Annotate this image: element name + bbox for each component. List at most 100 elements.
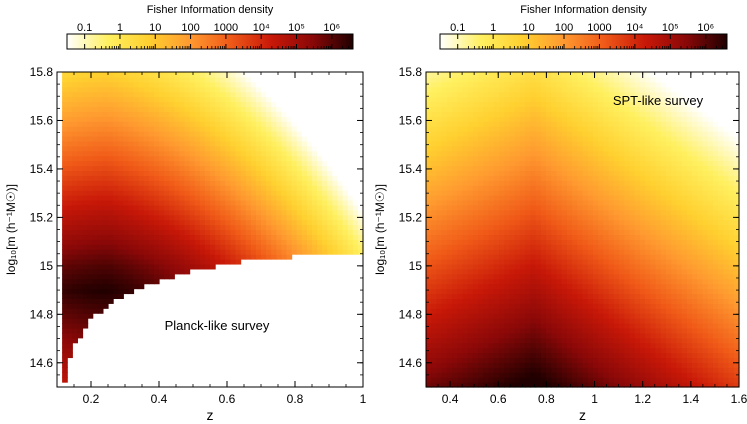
heatmap-cell bbox=[472, 323, 479, 329]
heatmap-cell bbox=[97, 268, 104, 275]
heatmap-cell bbox=[245, 234, 252, 240]
heatmap-cell bbox=[352, 160, 359, 167]
heatmap-cell bbox=[271, 121, 277, 127]
heatmap-cell bbox=[545, 81, 552, 88]
heatmap-cell bbox=[62, 170, 68, 176]
heatmap-cell bbox=[598, 219, 604, 226]
heatmap-cell bbox=[189, 140, 196, 147]
heatmap-cell bbox=[312, 145, 318, 152]
heatmap-cell bbox=[598, 263, 604, 270]
heatmap-cell bbox=[530, 347, 537, 354]
heatmap-cell bbox=[551, 214, 558, 221]
heatmap-cell bbox=[133, 185, 140, 191]
heatmap-cell bbox=[499, 111, 505, 117]
heatmap-cell bbox=[317, 131, 323, 137]
heatmap-cell bbox=[148, 244, 155, 250]
heatmap-cell bbox=[452, 332, 458, 339]
heatmap-cell bbox=[301, 209, 308, 216]
heatmap-cell bbox=[143, 214, 150, 221]
heatmap-cell bbox=[317, 199, 323, 206]
heatmap-cell bbox=[97, 135, 104, 142]
heatmap-cell bbox=[587, 91, 594, 98]
heatmap-cell bbox=[281, 170, 288, 176]
heatmap-cell bbox=[118, 106, 124, 112]
heatmap-cell bbox=[77, 263, 84, 270]
heatmap-cell bbox=[255, 254, 262, 260]
heatmap-cell bbox=[317, 86, 323, 93]
heatmap-cell bbox=[92, 190, 99, 196]
heatmap-cell bbox=[159, 209, 165, 216]
heatmap-cell bbox=[452, 357, 458, 363]
heatmap-cell bbox=[514, 239, 521, 245]
heatmap-cell bbox=[337, 214, 344, 221]
heatmap-cell bbox=[467, 313, 474, 319]
heatmap-cell bbox=[164, 185, 170, 191]
heatmap-cell bbox=[426, 298, 432, 304]
heatmap-cell bbox=[540, 214, 547, 221]
heatmap-cell bbox=[77, 160, 84, 167]
heatmap-cell bbox=[509, 81, 516, 88]
heatmap-cell bbox=[261, 190, 267, 196]
heatmap-cell bbox=[72, 214, 78, 221]
heatmap-cell bbox=[245, 175, 252, 181]
heatmap-cell bbox=[483, 140, 490, 147]
heatmap-cell bbox=[87, 76, 94, 83]
heatmap-cell bbox=[519, 185, 526, 191]
heatmap-cell bbox=[87, 111, 94, 117]
heatmap-cell bbox=[561, 209, 568, 216]
heatmap-cell bbox=[128, 150, 135, 157]
heatmap-cell bbox=[286, 185, 293, 191]
heatmap-cell bbox=[535, 72, 542, 78]
heatmap-cell bbox=[143, 86, 150, 93]
heatmap-cell bbox=[535, 195, 542, 201]
heatmap-cell bbox=[519, 195, 526, 201]
heatmap-cell bbox=[603, 347, 610, 354]
heatmap-cell bbox=[446, 180, 453, 186]
heatmap-cell bbox=[102, 293, 109, 299]
heatmap-cell bbox=[540, 293, 547, 299]
heatmap-cell bbox=[164, 209, 170, 216]
heatmap-cell bbox=[514, 214, 521, 221]
heatmap-cell bbox=[587, 377, 594, 383]
heatmap-cell bbox=[164, 111, 170, 117]
heatmap-cell bbox=[138, 135, 145, 142]
heatmap-cell bbox=[332, 199, 339, 206]
heatmap-cell bbox=[286, 190, 293, 196]
heatmap-cell bbox=[540, 234, 547, 240]
heatmap-cell bbox=[577, 303, 584, 309]
heatmap-cell bbox=[210, 86, 216, 93]
heatmap-cell bbox=[199, 131, 206, 137]
heatmap-cell bbox=[357, 72, 364, 78]
heatmap-cell bbox=[342, 116, 349, 122]
heatmap-cell bbox=[551, 145, 558, 152]
heatmap-cell bbox=[327, 126, 333, 132]
heatmap-cell bbox=[525, 96, 531, 103]
heatmap-cell bbox=[431, 145, 438, 152]
heatmap-cell bbox=[225, 190, 231, 196]
heatmap-cell bbox=[113, 150, 119, 157]
heatmap-cell bbox=[189, 180, 196, 186]
heatmap-cell bbox=[271, 81, 277, 88]
heatmap-cell bbox=[153, 244, 160, 250]
heatmap-cell bbox=[582, 96, 589, 103]
heatmap-cell bbox=[138, 190, 145, 196]
heatmap-cell bbox=[566, 195, 573, 201]
heatmap-cell bbox=[577, 229, 584, 236]
heatmap-cell bbox=[587, 190, 594, 196]
heatmap-cell bbox=[572, 239, 578, 245]
heatmap-cell bbox=[271, 234, 277, 240]
heatmap-cell bbox=[92, 199, 99, 206]
heatmap-cell bbox=[220, 229, 226, 236]
heatmap-cell bbox=[499, 135, 505, 142]
heatmap-cell bbox=[301, 145, 308, 152]
heatmap-cell bbox=[62, 76, 68, 83]
heatmap-cell bbox=[472, 170, 479, 176]
heatmap-cell bbox=[551, 357, 558, 363]
heatmap-cell bbox=[225, 96, 231, 103]
heatmap-cell bbox=[519, 214, 526, 221]
heatmap-cell bbox=[271, 254, 277, 260]
heatmap-cell bbox=[566, 101, 573, 108]
heatmap-cell bbox=[184, 224, 191, 231]
heatmap-cell bbox=[467, 342, 474, 349]
heatmap-cell bbox=[199, 170, 206, 176]
